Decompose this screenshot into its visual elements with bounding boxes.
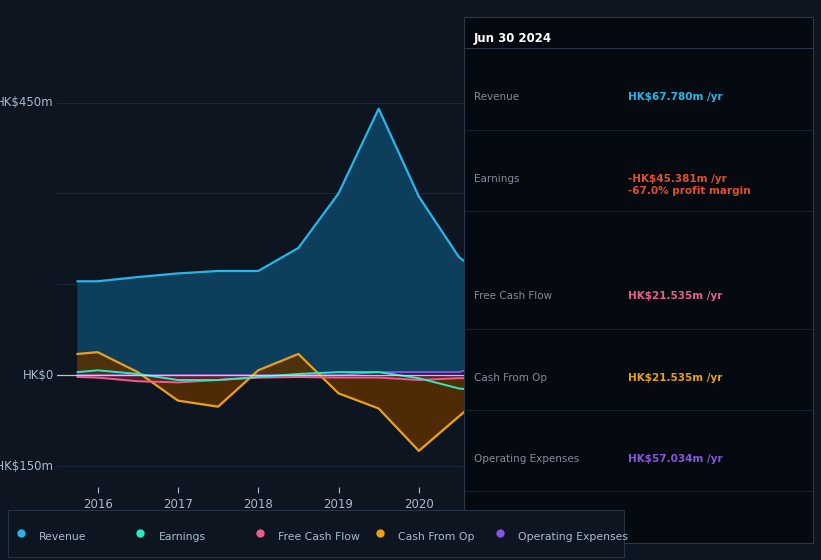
Text: Revenue: Revenue	[39, 532, 86, 542]
Text: HK$0: HK$0	[22, 368, 54, 382]
Text: Free Cash Flow: Free Cash Flow	[278, 532, 360, 542]
Text: -HK$150m: -HK$150m	[0, 460, 54, 473]
Text: Free Cash Flow: Free Cash Flow	[474, 291, 552, 301]
Text: Revenue: Revenue	[474, 92, 519, 102]
Bar	[699, 78, 821, 487]
Text: Cash From Op: Cash From Op	[398, 532, 475, 542]
Text: HK$57.034m /yr: HK$57.034m /yr	[628, 454, 722, 464]
Text: HK$450m: HK$450m	[0, 96, 54, 109]
Text: HK$67.780m /yr: HK$67.780m /yr	[628, 92, 722, 102]
Text: Earnings: Earnings	[474, 174, 519, 184]
Text: Cash From Op: Cash From Op	[474, 372, 547, 382]
Text: Jun 30 2024: Jun 30 2024	[474, 32, 552, 45]
Text: HK$21.535m /yr: HK$21.535m /yr	[628, 291, 722, 301]
Text: -67.0% profit margin: -67.0% profit margin	[628, 186, 750, 196]
Text: -HK$45.381m /yr: -HK$45.381m /yr	[628, 174, 727, 184]
Text: Operating Expenses: Operating Expenses	[474, 454, 579, 464]
Text: HK$21.535m /yr: HK$21.535m /yr	[628, 372, 722, 382]
Text: Earnings: Earnings	[158, 532, 205, 542]
Text: Operating Expenses: Operating Expenses	[518, 532, 628, 542]
